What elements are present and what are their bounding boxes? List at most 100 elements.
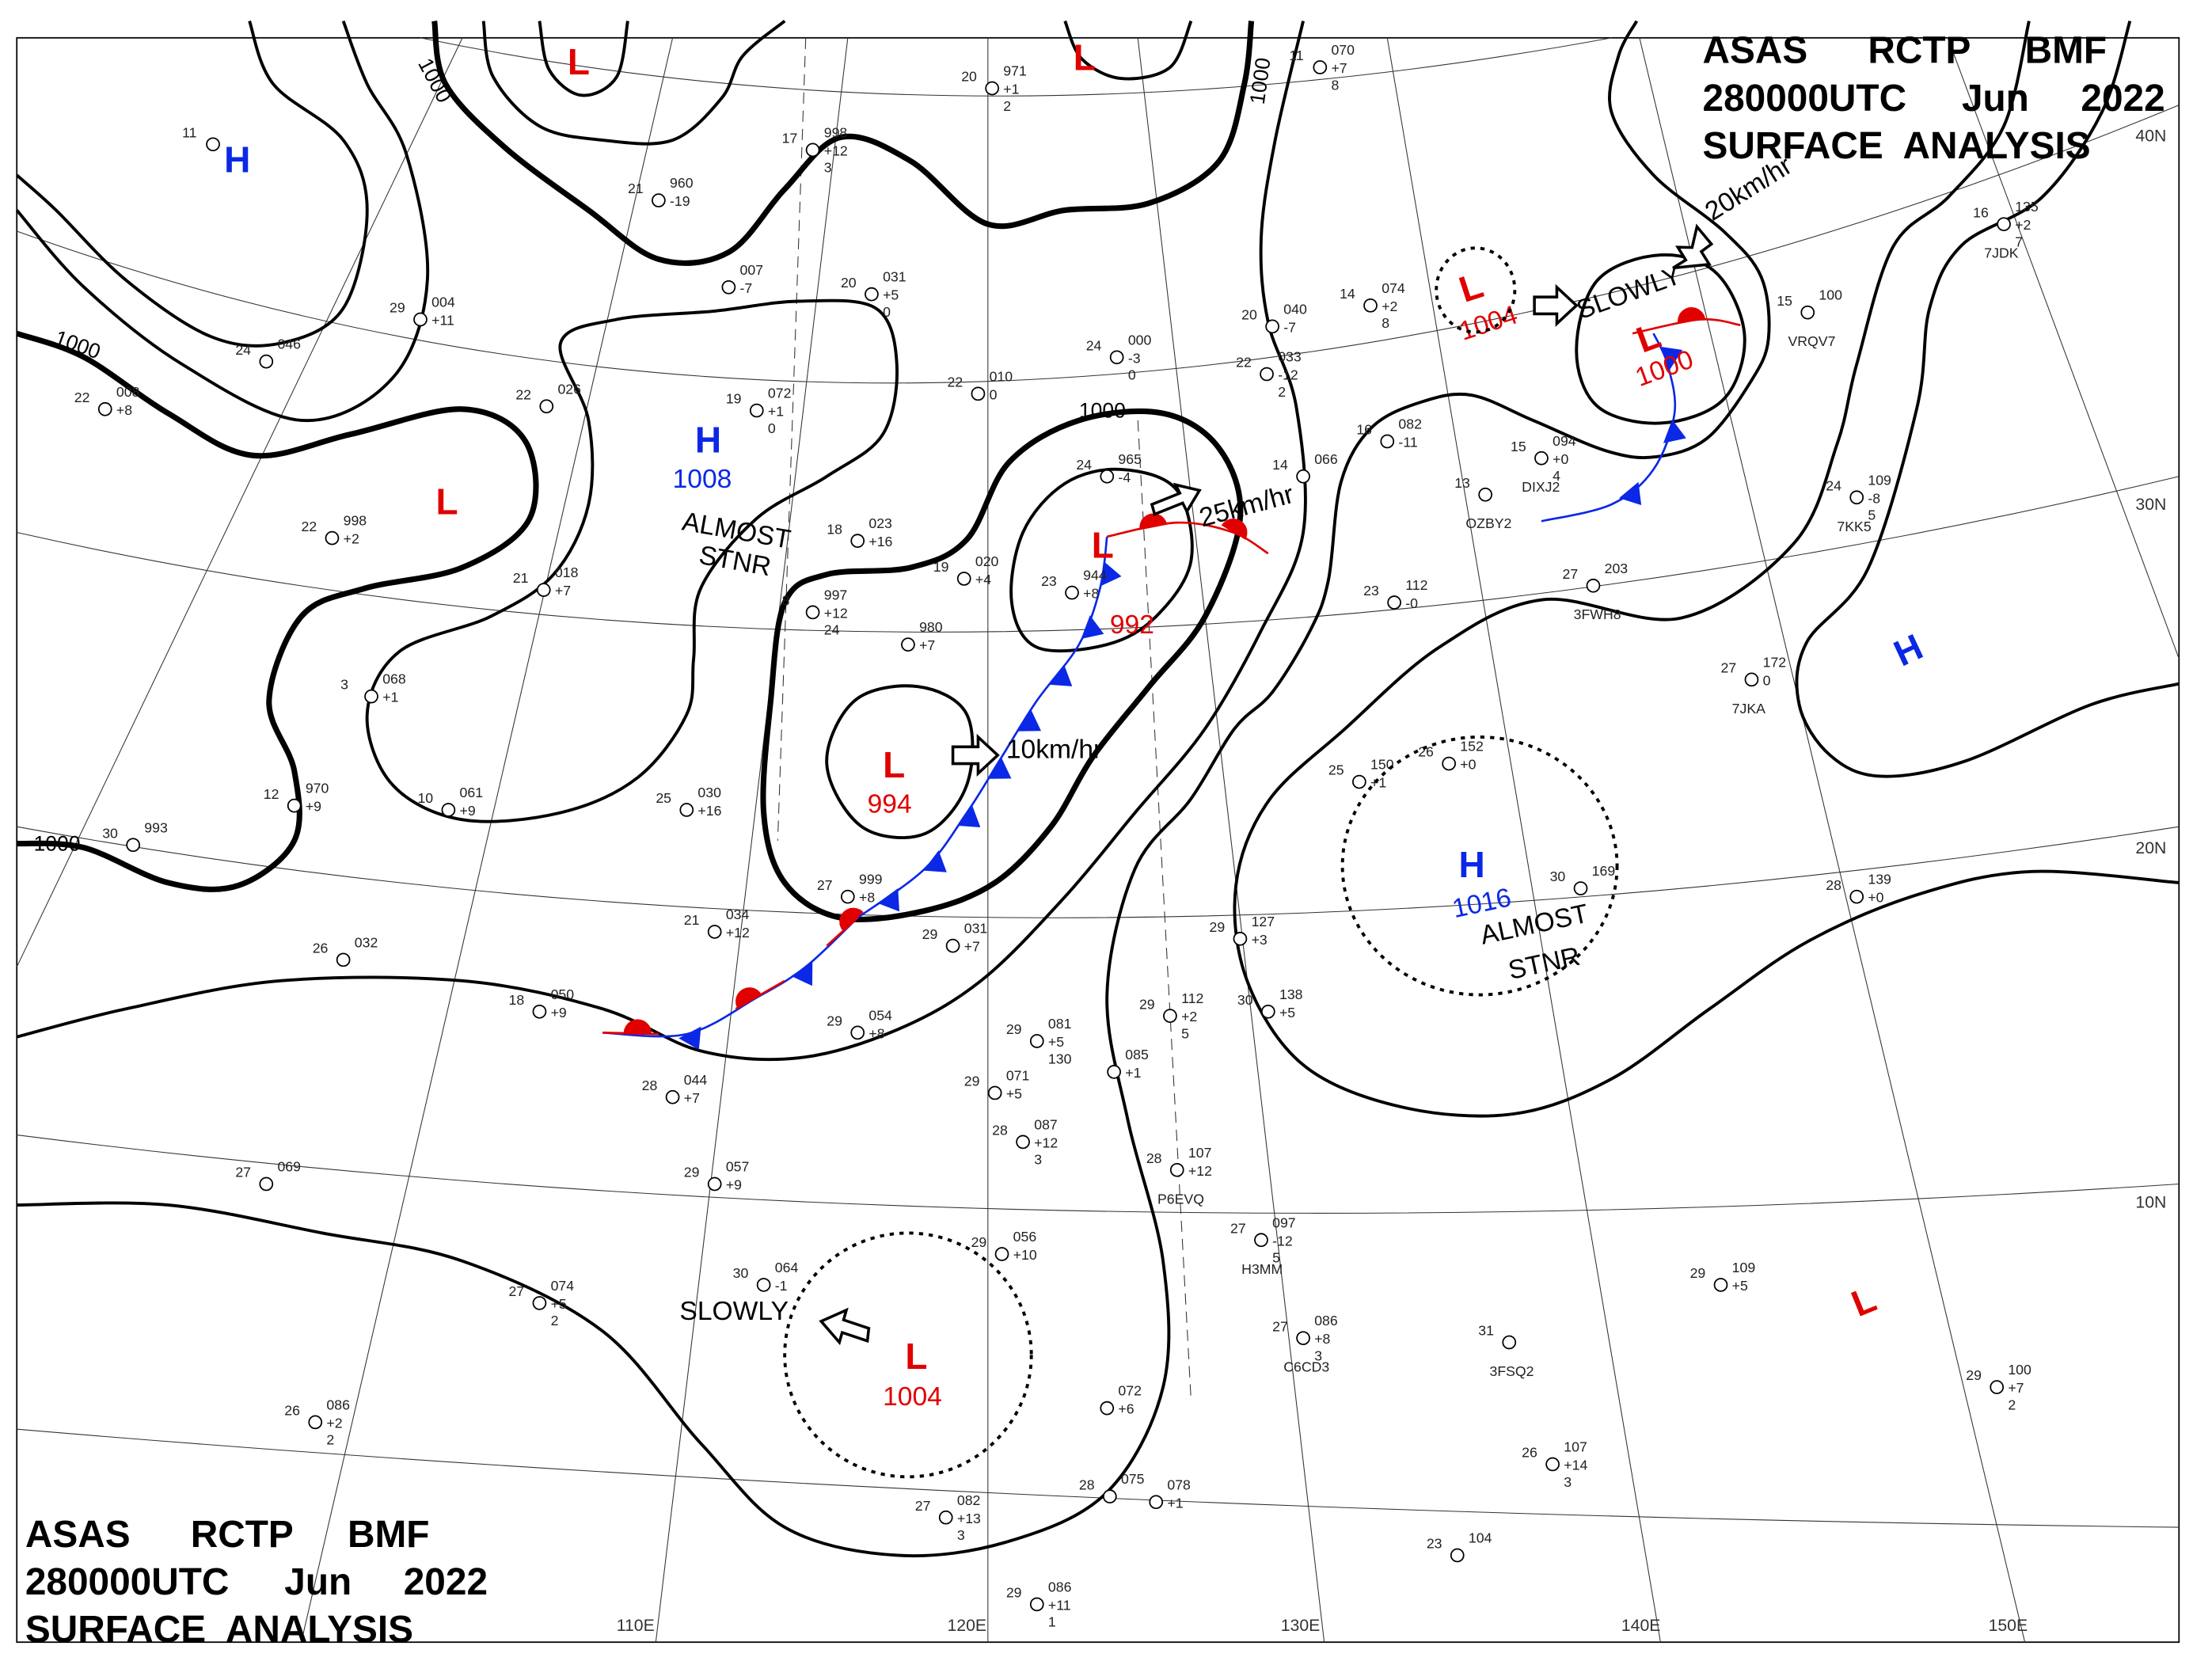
station-temperature: 30: [1550, 869, 1566, 884]
station-pressure: 998: [344, 513, 367, 529]
station-circle-icon: [1849, 889, 1864, 904]
station-pressure: 072: [1118, 1383, 1142, 1399]
station-pressure: 046: [277, 336, 301, 352]
station-extra: 0: [768, 420, 776, 436]
station-pressure: 030: [697, 785, 721, 800]
station-pressure: 135: [2015, 199, 2039, 215]
station-plot: 28 107 +12 P6EVQ: [1146, 1145, 1212, 1207]
station-temperature: 27: [817, 877, 833, 893]
graticule-labels: 40N 30N 20N 10N 110E 120E 130E 140E 150E: [617, 127, 2167, 1635]
station-id: 7JKA: [1732, 701, 1765, 716]
low-pressure-value: 992: [1110, 610, 1154, 640]
station-temperature: 26: [284, 1403, 300, 1419]
station-pressure: 087: [1034, 1116, 1058, 1132]
station-plot: 30 993: [102, 819, 168, 853]
isobar: [1795, 20, 2180, 778]
latitude-line: [17, 826, 2180, 918]
station-pressure: 086: [326, 1397, 350, 1412]
cold-front-triangle-icon: [1100, 561, 1122, 587]
station-plot: 30 064 -1: [733, 1260, 799, 1294]
station-pressure-tendency: +7: [1331, 60, 1347, 76]
station-circle-icon: [1109, 350, 1124, 365]
station-pressure: 109: [1732, 1260, 1756, 1275]
station-pressure-tendency: +0: [1460, 757, 1476, 773]
station-plot: 20 971 +12: [961, 63, 1027, 114]
station-pressure-tendency: +12: [726, 925, 750, 941]
station-temperature: 20: [1241, 307, 1257, 323]
station-temperature: 14: [1340, 286, 1355, 302]
station-temperature: 10: [417, 790, 433, 806]
station-extra: 3: [1314, 1347, 1322, 1363]
station-pressure: 094: [1553, 433, 1576, 449]
station-temperature: 27: [1721, 660, 1737, 676]
station-pressure-tendency: 0: [990, 386, 998, 402]
longitude-line: [655, 37, 849, 1643]
station-temperature: 23: [1041, 573, 1057, 589]
station-circle-icon: [441, 803, 456, 817]
station-pressure: 010: [990, 368, 1013, 384]
station-temperature: 11: [1289, 48, 1303, 63]
station-id: 7KK5: [1837, 519, 1871, 534]
warm-front-semicircle-icon: [623, 1019, 652, 1034]
station-circle-icon: [971, 386, 986, 401]
station-extra: 2: [326, 1432, 334, 1448]
warm-front: [1107, 521, 1269, 555]
station-plot: 21 960 -19: [628, 175, 694, 209]
cold-front-triangle-icon: [678, 1026, 701, 1050]
station-plot: 31 3FSQ2: [1478, 1323, 1534, 1379]
station-circle-icon: [679, 803, 694, 817]
station-temperature: 25: [656, 790, 671, 806]
station-circle-icon: [287, 798, 302, 813]
title-code: BMF: [2025, 30, 2107, 72]
station-plot: 22 010 0: [947, 368, 1013, 402]
station-temperature: 27: [915, 1498, 931, 1514]
station-temperature: 16: [1973, 204, 1989, 220]
station-temperature: 29: [1006, 1021, 1022, 1037]
station-extra: 3: [1564, 1474, 1572, 1490]
station-plot: 22 008 +8: [74, 384, 140, 418]
station-extra: 3: [957, 1527, 965, 1543]
station-temperature: 27: [1230, 1220, 1246, 1236]
station-circle-icon: [259, 1176, 274, 1192]
station-pressure-tendency: +2: [2015, 217, 2031, 233]
station-pressure: 960: [670, 175, 694, 191]
station-pressure: 057: [726, 1159, 750, 1175]
cold-front-triangle-icon: [987, 757, 1012, 779]
title-time: 280000UTC: [1703, 78, 1907, 120]
station-temperature: 18: [827, 521, 842, 537]
station-pressure: 999: [859, 872, 883, 888]
station-temperature: 29: [390, 300, 405, 316]
station-temperature: 27: [508, 1283, 524, 1299]
station-circle-icon: [413, 312, 428, 327]
station-pressure-tendency: +9: [551, 1005, 567, 1021]
station-plot: 29 004 +11: [390, 295, 455, 329]
station-plot: 12 970 +9: [264, 781, 329, 815]
station-circle-icon: [1800, 305, 1815, 320]
station-pressure-tendency: +5: [1006, 1086, 1022, 1102]
station-plot: 27 203 3FWH8: [1563, 561, 1629, 622]
latitude-line: [420, 37, 1612, 97]
cold-front-triangle-icon: [791, 962, 813, 986]
station-plot: 30 169: [1550, 863, 1615, 895]
station-circle-icon: [805, 605, 820, 620]
station-pressure: 172: [1763, 654, 1787, 670]
station-plot: 24 000 -30: [1086, 332, 1152, 382]
station-pressure-tendency: +1: [1125, 1065, 1141, 1081]
station-pressure-tendency: +9: [306, 799, 321, 815]
station-pressure-tendency: +16: [697, 803, 721, 819]
station-circle-icon: [325, 530, 340, 545]
station-temperature: 26: [1522, 1445, 1537, 1461]
station-plot: 22 033 -122: [1236, 349, 1302, 400]
station-pressure-tendency: +7: [2008, 1380, 2024, 1396]
station-circle-icon: [1029, 1597, 1044, 1612]
station-extra: 4: [1553, 468, 1560, 484]
station-circle-icon: [1849, 490, 1864, 505]
station-circle-icon: [1029, 1034, 1044, 1048]
station-pressure: 109: [1868, 472, 1891, 488]
station-pressure-tendency: +0: [1868, 890, 1883, 906]
station-id: H3MM: [1241, 1261, 1283, 1277]
station-temperature: 29: [827, 1013, 842, 1029]
cold-front-triangle-icon: [1663, 419, 1686, 443]
station-plot: 20 040 -7: [1241, 301, 1307, 335]
